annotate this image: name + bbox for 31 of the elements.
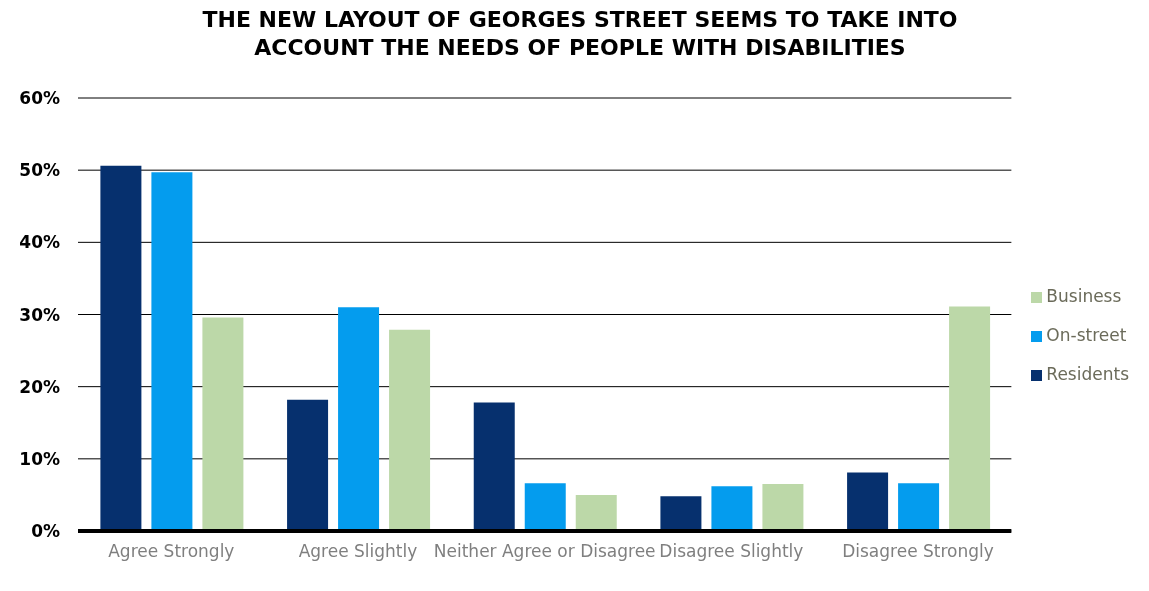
y-tick-label: 30% — [19, 304, 60, 325]
bar — [100, 165, 142, 531]
bar — [762, 484, 804, 531]
bar — [898, 483, 940, 531]
legend-label: On-street — [1046, 325, 1127, 345]
legend-label: Business — [1046, 286, 1122, 306]
bar — [847, 472, 889, 531]
y-tick-label: 40% — [19, 232, 60, 253]
bar — [524, 483, 566, 531]
x-tick-label: Neither Agree or Disagree — [433, 541, 656, 562]
y-tick-label: 60% — [19, 88, 60, 109]
bar — [711, 486, 753, 531]
x-tick-label: Agree Slightly — [298, 541, 418, 562]
chart-title: THE NEW LAYOUT OF GEORGES STREET SEEMS TO TAKE INTO ACCOUNT THE NEEDS OF PEOPLE WITH DISABILITIES — [201, 6, 959, 62]
x-tick-label: Agree Strongly — [108, 541, 235, 562]
bar — [338, 307, 380, 531]
bar — [287, 399, 329, 531]
bar — [473, 402, 515, 531]
legend-label: Residents — [1046, 364, 1129, 384]
y-tick-label: 50% — [19, 160, 60, 181]
bar — [660, 496, 702, 531]
bar — [949, 306, 991, 531]
y-tick-label: 10% — [19, 448, 60, 469]
bar — [202, 317, 244, 531]
y-tick-label: 0% — [31, 521, 60, 542]
bar — [575, 494, 617, 531]
bar — [151, 172, 193, 531]
bar — [389, 329, 431, 531]
y-tick-label: 20% — [19, 376, 60, 397]
x-tick-label: Disagree Slightly — [659, 541, 804, 562]
x-tick-label: Disagree Strongly — [842, 541, 994, 562]
